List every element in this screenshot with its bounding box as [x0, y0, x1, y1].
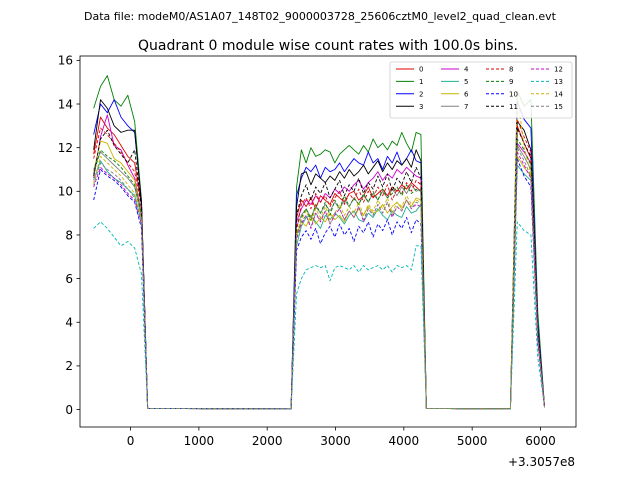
legend-label-10: 10: [509, 90, 518, 98]
series-line-13: [93, 221, 546, 410]
legend-label-13: 13: [554, 78, 563, 86]
legend-label-7: 7: [464, 103, 468, 111]
x-tick-label: 0: [127, 434, 135, 448]
series-lines: [93, 75, 546, 410]
legend-label-5: 5: [464, 78, 468, 86]
y-tick-label: 14: [58, 97, 73, 111]
y-tick-label: 8: [65, 228, 73, 242]
x-tick-label: 4000: [389, 434, 420, 448]
legend-label-1: 1: [419, 78, 423, 86]
chart-title: Quadrant 0 module wise count rates with …: [138, 38, 518, 54]
series-line-12: [93, 151, 546, 410]
legend-label-2: 2: [419, 90, 423, 98]
x-tick-label: 1000: [184, 434, 215, 448]
y-tick-label: 10: [58, 185, 73, 199]
y-tick-label: 16: [58, 54, 73, 68]
legend-label-11: 11: [509, 103, 518, 111]
series-line-15: [93, 147, 546, 410]
x-offset-label: +3.3057e8: [508, 455, 575, 469]
y-tick-label: 12: [58, 141, 73, 155]
legend-label-12: 12: [554, 66, 563, 74]
y-tick-label: 4: [65, 316, 73, 330]
legend-box: [389, 61, 573, 119]
figure-suptitle: Data file: modeM0/AS1A07_148T02_90000037…: [84, 10, 557, 23]
legend-label-9: 9: [509, 78, 513, 86]
y-tick-label: 0: [65, 403, 73, 417]
legend-label-0: 0: [419, 66, 423, 74]
x-tick-label: 2000: [252, 434, 283, 448]
y-tick-label: 6: [65, 272, 73, 286]
legend-label-4: 4: [464, 66, 469, 74]
x-tick-label: 6000: [525, 434, 556, 448]
x-tick-label: 5000: [457, 434, 488, 448]
axes-frame: [79, 55, 577, 428]
legend-label-15: 15: [554, 103, 563, 111]
legend-label-6: 6: [464, 90, 469, 98]
legend-label-14: 14: [554, 90, 563, 98]
legend-label-3: 3: [419, 103, 423, 111]
legend-label-8: 8: [509, 66, 513, 74]
y-tick-label: 2: [65, 359, 73, 373]
x-tick-label: 3000: [320, 434, 351, 448]
